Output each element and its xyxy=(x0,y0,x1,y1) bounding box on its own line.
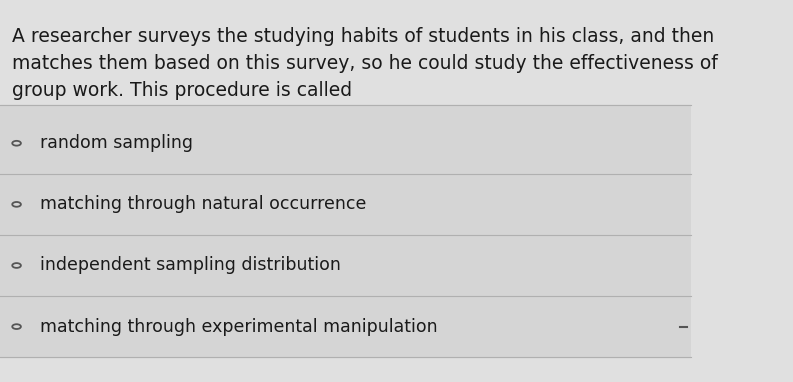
Text: random sampling: random sampling xyxy=(40,134,193,152)
Text: independent sampling distribution: independent sampling distribution xyxy=(40,256,341,275)
Text: A researcher surveys the studying habits of students in his class, and then
matc: A researcher surveys the studying habits… xyxy=(13,27,718,100)
Bar xyxy=(0,174,691,235)
Text: matching through natural occurrence: matching through natural occurrence xyxy=(40,195,366,214)
Bar xyxy=(0,235,691,296)
Text: matching through experimental manipulation: matching through experimental manipulati… xyxy=(40,317,438,336)
Bar xyxy=(0,105,691,174)
Bar xyxy=(0,296,691,357)
